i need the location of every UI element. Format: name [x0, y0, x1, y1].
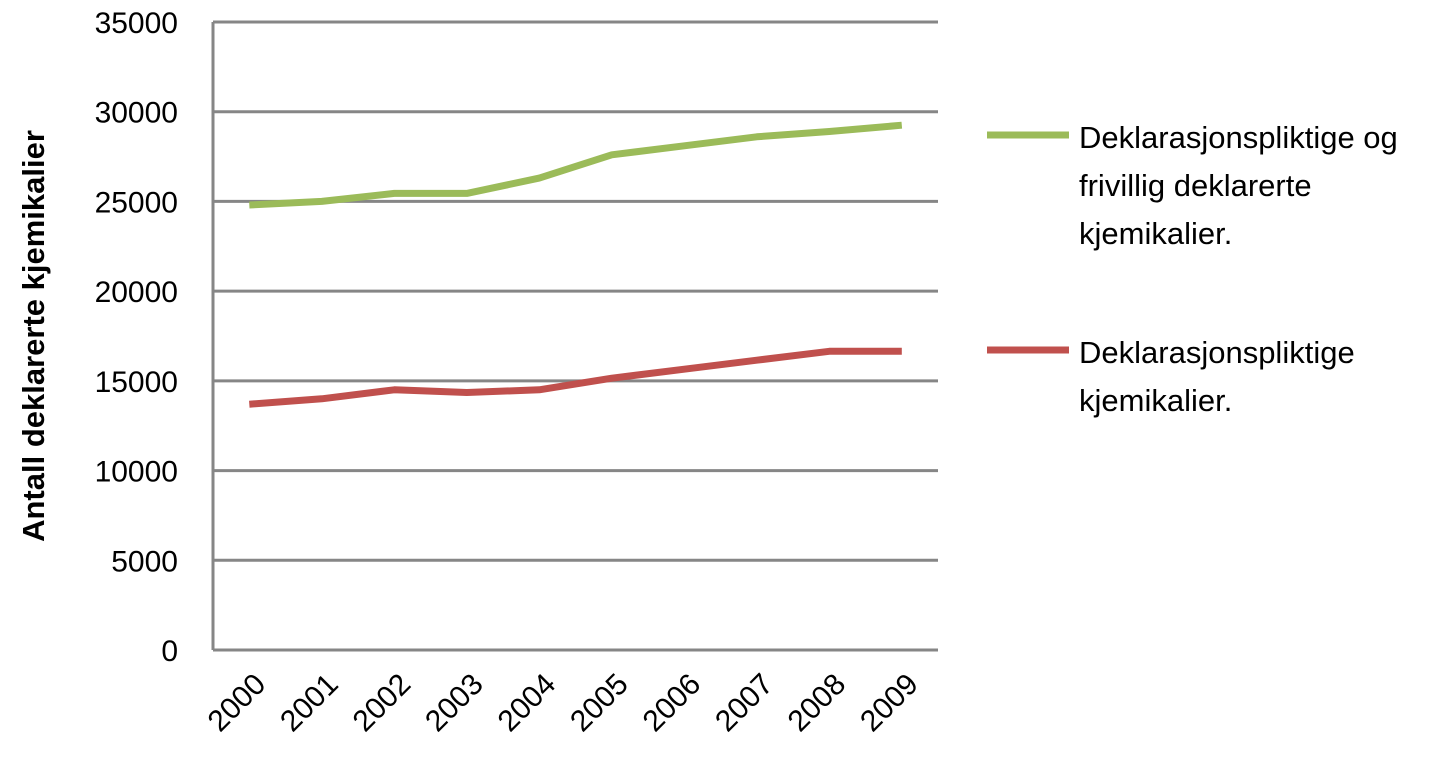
legend-label: kjemikalier.: [1079, 216, 1232, 251]
y-tick-label: 10000: [95, 456, 178, 489]
y-axis-title: Antall deklarerte kjemikalier: [16, 130, 51, 542]
legend-label: kjemikalier.: [1079, 383, 1232, 418]
legend-item-1: Deklarasjonspliktige og frivillig deklare…: [987, 120, 1398, 251]
x-tick-label: 2007: [709, 668, 780, 739]
y-tick-label: 30000: [95, 97, 178, 130]
legend-label: Deklarasjonspliktige: [1079, 335, 1355, 370]
x-tick-label: 2003: [419, 668, 490, 739]
y-tick-label: 5000: [111, 545, 178, 578]
x-tick-label: 2008: [782, 668, 853, 739]
x-tick-label: 2000: [202, 668, 273, 739]
y-tick-label: 0: [161, 635, 178, 668]
x-tick-label: 2005: [564, 668, 635, 739]
x-tick-labels: 2000 2001 2002 2003 2004 2005 2006 2007 2008 2009: [202, 668, 925, 739]
y-tick-label: 20000: [95, 276, 178, 309]
x-tick-label: 2006: [637, 668, 708, 739]
y-tick-label: 25000: [95, 186, 178, 219]
legend-label: Deklarasjonspliktige og: [1079, 120, 1398, 155]
legend-item-2: Deklarasjonspliktige kjemikalier.: [987, 335, 1355, 418]
x-tick-label: 2002: [347, 668, 418, 739]
y-tick-label: 35000: [95, 7, 178, 40]
legend: Deklarasjonspliktige og frivillig deklare…: [987, 120, 1398, 418]
legend-label: frivillig deklarerte: [1079, 168, 1312, 203]
x-tick-label: 2009: [854, 668, 925, 739]
x-tick-label: 2004: [492, 668, 563, 739]
y-tick-label: 15000: [95, 366, 178, 399]
axes: [211, 22, 938, 652]
series-line-1: [249, 121, 903, 209]
x-tick-label: 2001: [274, 668, 345, 739]
y-tick-labels: 0 5000 10000 15000 20000 25000 30000 35000: [95, 7, 178, 668]
series-lines: [249, 121, 903, 408]
series-line-2: [249, 347, 902, 408]
gridlines: [213, 20, 938, 562]
